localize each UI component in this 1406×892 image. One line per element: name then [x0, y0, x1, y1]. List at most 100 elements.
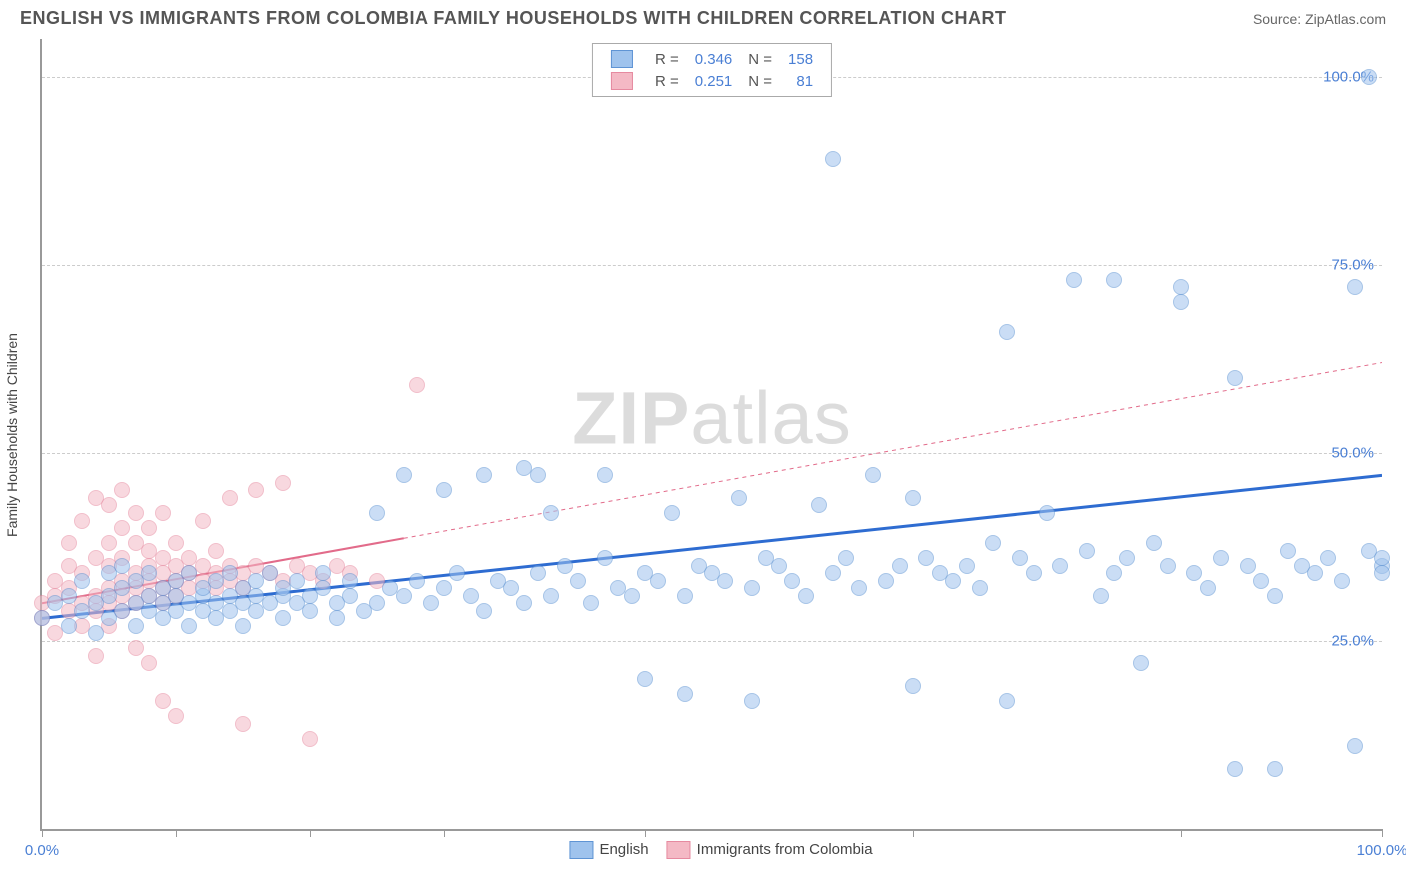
- data-point: [1133, 655, 1149, 671]
- data-point: [128, 618, 144, 634]
- data-point: [74, 573, 90, 589]
- y-tick-label: 25.0%: [1331, 632, 1374, 649]
- data-point: [1146, 535, 1162, 551]
- data-point: [302, 731, 318, 747]
- data-point: [1280, 543, 1296, 559]
- legend-swatch: [667, 841, 691, 859]
- correlation-legend: R =0.346N =158R =0.251N =81: [592, 43, 832, 97]
- data-point: [222, 565, 238, 581]
- data-point: [248, 482, 264, 498]
- data-point: [168, 708, 184, 724]
- data-point: [543, 505, 559, 521]
- grid-line: [42, 453, 1382, 454]
- data-point: [342, 573, 358, 589]
- data-point: [664, 505, 680, 521]
- legend-r-value: 0.346: [687, 48, 741, 70]
- data-point: [543, 588, 559, 604]
- data-point: [141, 655, 157, 671]
- data-point: [101, 535, 117, 551]
- data-point: [959, 558, 975, 574]
- data-point: [1119, 550, 1135, 566]
- x-tick-mark: [176, 829, 177, 837]
- grid-line: [42, 641, 1382, 642]
- data-point: [409, 377, 425, 393]
- data-point: [181, 565, 197, 581]
- data-point: [1173, 294, 1189, 310]
- legend-r-value: 0.251: [687, 70, 741, 92]
- data-point: [851, 580, 867, 596]
- data-point: [369, 595, 385, 611]
- data-point: [985, 535, 1001, 551]
- y-axis-label: Family Households with Children: [4, 333, 20, 537]
- data-point: [476, 603, 492, 619]
- data-point: [1267, 761, 1283, 777]
- data-point: [1200, 580, 1216, 596]
- data-point: [423, 595, 439, 611]
- data-point: [771, 558, 787, 574]
- data-point: [1307, 565, 1323, 581]
- data-point: [825, 151, 841, 167]
- data-point: [744, 693, 760, 709]
- data-point: [825, 565, 841, 581]
- legend-label-colombia: Immigrants from Colombia: [697, 841, 873, 858]
- x-tick-mark: [913, 829, 914, 837]
- data-point: [677, 588, 693, 604]
- chart-source: Source: ZipAtlas.com: [1253, 11, 1386, 27]
- data-point: [436, 580, 452, 596]
- data-point: [677, 686, 693, 702]
- data-point: [155, 505, 171, 521]
- legend-n-value: 81: [780, 70, 821, 92]
- data-point: [1347, 738, 1363, 754]
- data-point: [516, 595, 532, 611]
- scatter-plot: ZIPatlas R =0.346N =158R =0.251N =81 Eng…: [40, 39, 1382, 831]
- data-point: [315, 580, 331, 596]
- legend-r-label: R =: [647, 70, 687, 92]
- data-point: [1186, 565, 1202, 581]
- legend-n-value: 158: [780, 48, 821, 70]
- data-point: [583, 595, 599, 611]
- data-point: [88, 648, 104, 664]
- data-point: [1374, 550, 1390, 566]
- data-point: [1320, 550, 1336, 566]
- x-tick-mark: [1382, 829, 1383, 837]
- series-legend: EnglishImmigrants from Colombia: [551, 841, 872, 859]
- data-point: [1039, 505, 1055, 521]
- data-point: [222, 490, 238, 506]
- data-point: [1213, 550, 1229, 566]
- data-point: [597, 467, 613, 483]
- data-point: [1374, 565, 1390, 581]
- legend-n-label: N =: [740, 70, 780, 92]
- data-point: [114, 482, 130, 498]
- data-point: [275, 610, 291, 626]
- data-point: [436, 482, 452, 498]
- data-point: [34, 610, 50, 626]
- chart-area: Family Households with Children ZIPatlas…: [40, 39, 1396, 831]
- data-point: [168, 535, 184, 551]
- legend-row: R =0.251N =81: [603, 70, 821, 92]
- data-point: [731, 490, 747, 506]
- data-point: [1106, 272, 1122, 288]
- data-point: [342, 588, 358, 604]
- data-point: [1227, 761, 1243, 777]
- x-tick-mark: [1181, 829, 1182, 837]
- data-point: [530, 467, 546, 483]
- chart-title: ENGLISH VS IMMIGRANTS FROM COLOMBIA FAMI…: [20, 8, 1007, 29]
- x-tick-label: 100.0%: [1357, 842, 1406, 859]
- data-point: [811, 497, 827, 513]
- data-point: [838, 550, 854, 566]
- data-point: [1227, 370, 1243, 386]
- watermark: ZIPatlas: [572, 376, 851, 461]
- data-point: [557, 558, 573, 574]
- data-point: [128, 505, 144, 521]
- data-point: [1334, 573, 1350, 589]
- data-point: [181, 618, 197, 634]
- data-point: [1267, 588, 1283, 604]
- data-point: [1093, 588, 1109, 604]
- data-point: [972, 580, 988, 596]
- data-point: [1052, 558, 1068, 574]
- data-point: [275, 475, 291, 491]
- data-point: [61, 535, 77, 551]
- legend-swatch: [611, 50, 633, 68]
- data-point: [141, 520, 157, 536]
- data-point: [1079, 543, 1095, 559]
